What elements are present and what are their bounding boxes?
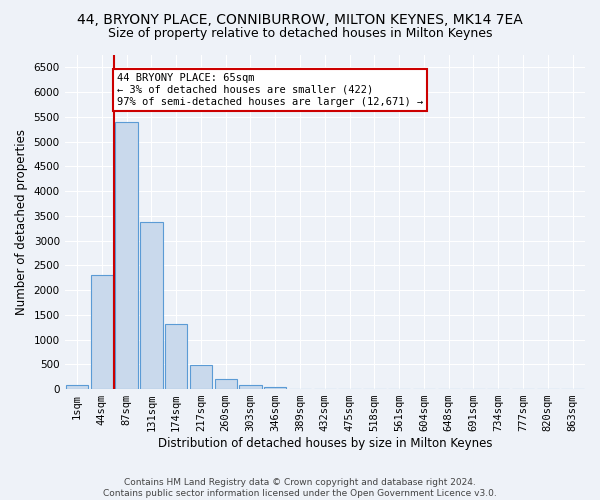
Bar — [190, 366, 212, 389]
Text: Contains HM Land Registry data © Crown copyright and database right 2024.
Contai: Contains HM Land Registry data © Crown c… — [103, 478, 497, 498]
X-axis label: Distribution of detached houses by size in Milton Keynes: Distribution of detached houses by size … — [158, 437, 492, 450]
Text: Size of property relative to detached houses in Milton Keynes: Size of property relative to detached ho… — [108, 28, 492, 40]
Bar — [215, 380, 237, 389]
Bar — [66, 386, 88, 389]
Bar — [264, 387, 286, 389]
Bar — [91, 275, 113, 389]
Bar — [115, 122, 138, 389]
Y-axis label: Number of detached properties: Number of detached properties — [15, 129, 28, 315]
Bar — [239, 385, 262, 389]
Text: 44, BRYONY PLACE, CONNIBURROW, MILTON KEYNES, MK14 7EA: 44, BRYONY PLACE, CONNIBURROW, MILTON KE… — [77, 12, 523, 26]
Bar — [140, 222, 163, 389]
Text: 44 BRYONY PLACE: 65sqm
← 3% of detached houses are smaller (422)
97% of semi-det: 44 BRYONY PLACE: 65sqm ← 3% of detached … — [117, 74, 423, 106]
Bar — [165, 324, 187, 389]
